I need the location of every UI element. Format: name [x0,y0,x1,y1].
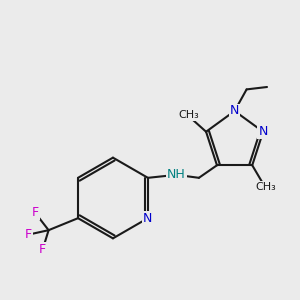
Text: N: N [258,125,268,138]
Text: N: N [143,212,153,225]
Text: NH: NH [167,168,186,181]
Text: F: F [25,228,32,241]
Text: CH₃: CH₃ [178,110,199,120]
Text: F: F [32,206,39,219]
Text: F: F [39,243,46,256]
Text: N: N [230,104,239,118]
Text: CH₃: CH₃ [255,182,276,192]
